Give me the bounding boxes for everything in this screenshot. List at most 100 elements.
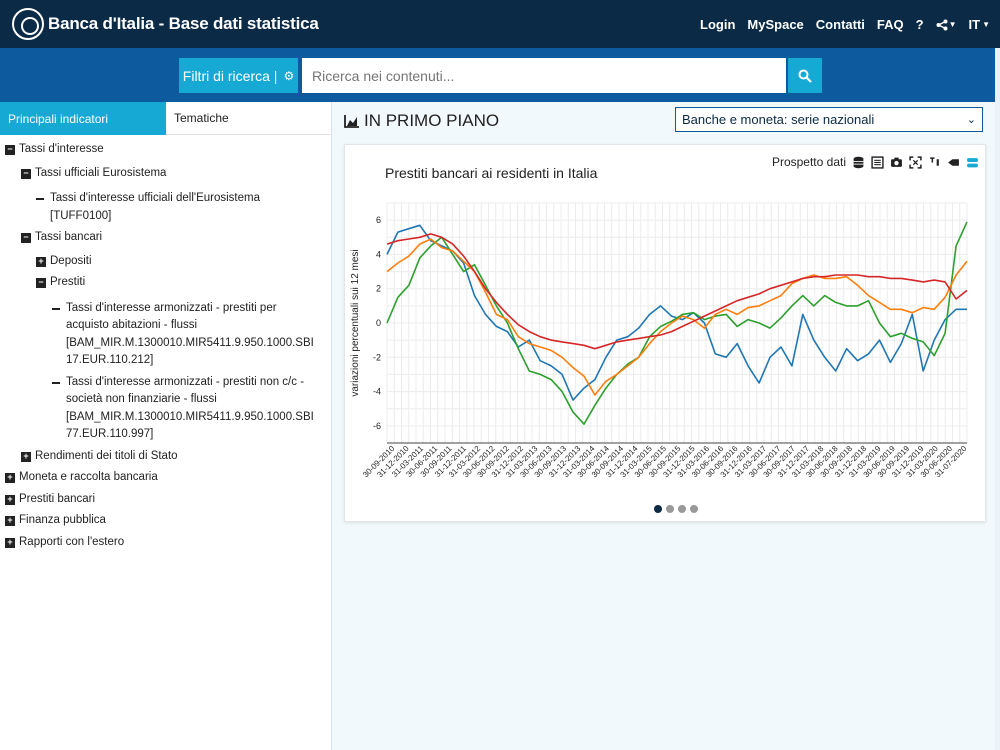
list-icon[interactable] xyxy=(871,155,884,169)
chevron-down-icon: ⌄ xyxy=(966,114,976,126)
legend-toggle-icon[interactable] xyxy=(947,156,960,169)
tree-node-label: Prestiti bancari xyxy=(19,492,96,505)
tree-leaf-label: Tassi d'interesse ufficiali dell'Eurosis… xyxy=(50,192,260,204)
nav-help[interactable]: ? xyxy=(915,17,924,32)
nav-login[interactable]: Login xyxy=(700,17,736,32)
section-title: IN PRIMO PIANO xyxy=(364,111,500,130)
gear-icon: ⚙ xyxy=(283,68,295,83)
series-line xyxy=(386,233,968,350)
sidebar-tabs: Principali indicatori Tematiche xyxy=(0,102,331,135)
dataset-select-value: Banche e moneta: serie nazionali xyxy=(682,112,875,127)
expand-icon[interactable]: + xyxy=(21,451,31,462)
y-tick-label: 0 xyxy=(376,318,381,328)
carousel-dot[interactable] xyxy=(654,505,662,513)
tree-node-prestiti[interactable]: − Prestiti xyxy=(0,274,331,292)
language-menu[interactable]: IT ▼ xyxy=(969,17,990,32)
data-view-label[interactable]: Prospetto dati xyxy=(771,155,846,169)
search-button[interactable] xyxy=(788,58,822,93)
y-tick-label: -2 xyxy=(373,352,381,362)
tree-node-label: Tassi d'interesse xyxy=(19,143,104,155)
language-label: IT xyxy=(968,17,981,32)
brand-title[interactable]: Banca d'Italia - Base dati statistica xyxy=(48,14,319,33)
nav-contatti[interactable]: Contatti xyxy=(815,17,865,32)
y-tick-label: 4 xyxy=(376,249,381,259)
fullscreen-icon[interactable] xyxy=(909,155,922,169)
tree-node-label: Tassi bancari xyxy=(35,231,103,243)
camera-icon[interactable] xyxy=(890,156,903,169)
tree-node-moneta[interactable]: + Moneta e raccolta bancaria xyxy=(0,469,331,487)
tree-leaf-code: 17.EUR.110.212] xyxy=(66,354,154,366)
search-icon xyxy=(798,69,812,83)
sidebar: Principali indicatori Tematiche − Tassi … xyxy=(0,102,332,750)
collapse-icon[interactable]: − xyxy=(5,144,15,155)
tree-leaf-label: Tassi d'interesse armonizzati - prestiti… xyxy=(66,301,277,314)
tree-node-label: Prestiti xyxy=(50,276,86,288)
y-axis-label: variazioni percentuali sui 12 mesi xyxy=(350,249,361,396)
tree-node-label: Rendimenti dei titoli di Stato xyxy=(35,449,178,462)
tree-node-label: Tassi ufficiali Eurosistema xyxy=(35,166,167,179)
series-line xyxy=(386,221,968,425)
chevron-down-icon: ▼ xyxy=(948,20,957,29)
tree-node-label: Rapporti con l'estero xyxy=(19,535,125,548)
nav-faq[interactable]: FAQ xyxy=(876,17,904,32)
tree-node-rapporti-estero[interactable]: + Rapporti con l'estero xyxy=(0,534,331,552)
tree-node-finanza-pubblica[interactable]: + Finanza pubblica xyxy=(0,512,331,530)
expand-icon[interactable]: + xyxy=(36,256,46,267)
tree-node-tassi-ufficiali[interactable]: − Tassi ufficiali Eurosistema xyxy=(0,165,331,183)
database-icon[interactable] xyxy=(852,156,865,169)
share-icon xyxy=(936,19,948,30)
tree-node-depositi[interactable]: + Depositi xyxy=(0,253,331,271)
expand-icon[interactable]: + xyxy=(5,494,15,505)
tree-leaf-code: [BAM_MIR.M.1300010.MIR5411.9.950.1000.SB… xyxy=(66,410,314,423)
expand-icon[interactable]: + xyxy=(5,472,15,483)
search-input[interactable] xyxy=(302,58,786,93)
expand-icon[interactable]: + xyxy=(5,515,15,526)
tree-leaf-text: Tassi d'interesse armonizzati - prestiti… xyxy=(66,300,314,370)
top-nav: Login MySpace Contatti FAQ ? ▼ IT ▼ xyxy=(700,17,990,32)
area-chart-icon xyxy=(344,115,359,128)
filters-label: Filtri di ricerca | xyxy=(182,67,278,84)
dataset-select[interactable]: Banche e moneta: serie nazionali ⌄ xyxy=(675,107,983,132)
leaf-dash-icon xyxy=(36,198,44,200)
series-line xyxy=(386,238,968,396)
tree-node-label: Depositi xyxy=(50,254,92,267)
tree-leaf-text: Tassi d'interesse ufficiali dell'Eurosis… xyxy=(50,190,260,225)
tree-node-rendimenti[interactable]: + Rendimenti dei titoli di Stato xyxy=(0,448,331,466)
tree-leaf-code: [TUFF0100] xyxy=(50,209,112,222)
y-tick-label: -4 xyxy=(373,387,381,397)
layout-toggle-icon[interactable] xyxy=(966,156,979,169)
collapse-icon[interactable]: − xyxy=(21,232,31,243)
tree-leaf-tuff0100[interactable]: Tassi d'interesse ufficiali dell'Eurosis… xyxy=(0,190,331,225)
section-header: IN PRIMO PIANO xyxy=(344,111,499,131)
page-scrollbar[interactable] xyxy=(995,48,1000,750)
leaf-dash-icon xyxy=(52,307,60,310)
tree-node-tassi-interesse[interactable]: − Tassi d'interesse xyxy=(0,141,331,159)
tree-leaf-prestiti-snf[interactable]: Tassi d'interesse armonizzati - prestiti… xyxy=(0,374,331,444)
share-menu[interactable]: ▼ xyxy=(936,19,957,31)
tree-node-prestiti-bancari[interactable]: + Prestiti bancari xyxy=(0,491,331,509)
tree-node-tassi-bancari[interactable]: − Tassi bancari xyxy=(0,229,331,247)
tree-leaf-prestiti-abitazioni[interactable]: Tassi d'interesse armonizzati - prestiti… xyxy=(0,300,331,370)
y-tick-label: -6 xyxy=(373,421,381,431)
tab-principali-indicatori[interactable]: Principali indicatori xyxy=(0,102,166,135)
tab-tematiche[interactable]: Tematiche xyxy=(166,102,331,135)
chart-title: Prestiti bancari ai residenti in Italia xyxy=(385,165,598,181)
leaf-dash-icon xyxy=(52,381,60,384)
tree-leaf-text: Tassi d'interesse armonizzati - prestiti… xyxy=(66,374,314,444)
line-chart: 6 4 2 0 -2 -4 -6 variazioni percentuali sui 12 … xyxy=(350,202,969,479)
tree-leaf-label: società non finanziarie - flussi xyxy=(66,393,217,405)
carousel-dot[interactable] xyxy=(678,505,686,513)
nav-myspace[interactable]: MySpace xyxy=(747,17,804,32)
carousel-dot[interactable] xyxy=(690,505,698,513)
carousel-dots xyxy=(654,505,698,513)
expand-icon[interactable]: + xyxy=(5,537,15,548)
main-panel: IN PRIMO PIANO Banche e moneta: serie na… xyxy=(332,102,995,750)
search-bar: Filtri di ricerca | ⚙ xyxy=(0,48,1000,102)
search-filters-button[interactable]: Filtri di ricerca | ⚙ xyxy=(179,58,298,93)
carousel-dot[interactable] xyxy=(666,505,674,513)
bank-logo-icon[interactable] xyxy=(12,8,44,40)
collapse-icon[interactable]: − xyxy=(21,168,31,179)
collapse-icon[interactable]: − xyxy=(36,277,46,288)
y-tick-label: 2 xyxy=(376,284,381,294)
move-icon[interactable] xyxy=(928,156,941,169)
